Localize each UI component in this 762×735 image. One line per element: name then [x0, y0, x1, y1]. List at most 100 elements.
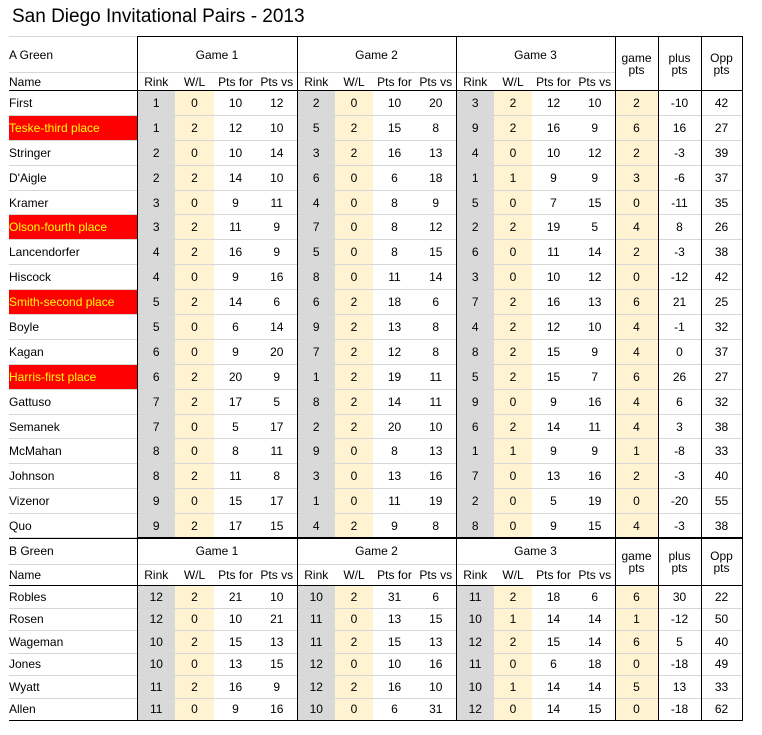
pts-vs-cell: 13 — [416, 438, 457, 464]
opp-pts-cell: 37 — [701, 338, 743, 365]
wl-cell: 0 — [494, 139, 532, 166]
pts-vs-cell: 11 — [575, 413, 616, 439]
game-pts-header: game pts — [615, 537, 659, 586]
pts-for-cell: 18 — [532, 585, 575, 608]
pts-for-cell: 5 — [532, 488, 575, 514]
a-green-table: A Green Game 1 Game 2 Game 3 game pts plus pts O… — [9, 36, 743, 540]
pts-vs-cell: 15 — [575, 697, 616, 721]
plus-pts-header: plus pts — [658, 537, 702, 586]
table-row: Boyle 5 0 6 14 9 2 13 8 4 2 12 10 4 -1 32 — [9, 314, 743, 340]
pts-for-cell: 11 — [373, 488, 416, 514]
rink-cell: 4 — [455, 139, 494, 166]
rink-cell: 10 — [296, 697, 335, 721]
player-name: Quo — [9, 513, 138, 540]
table-row: Kramer 3 0 9 11 4 0 8 9 5 0 7 15 0 -11 35 — [9, 189, 743, 215]
header-line: game — [621, 548, 652, 563]
pts-vs-cell: 8 — [416, 114, 457, 141]
pts-for-cell: 5 — [214, 413, 257, 439]
table-row: Teske-third place 1 2 12 10 5 2 15 8 9 2 16 9 6 16 27 — [9, 114, 743, 141]
wl-cell: 0 — [335, 164, 373, 191]
wl-cell: 2 — [494, 585, 532, 608]
pts-for-cell: 13 — [373, 463, 416, 489]
header-line: game — [621, 50, 652, 65]
pts-vs-cell: 21 — [257, 607, 298, 631]
pts-vs-cell: 9 — [257, 363, 298, 390]
wl-cell: 2 — [494, 214, 532, 240]
pts-vs-cell: 15 — [416, 239, 457, 265]
pts-vs-cell: 9 — [257, 239, 298, 265]
plus-pts-cell: -6 — [658, 164, 702, 191]
pts-vs-cell: 12 — [575, 264, 616, 290]
rink-cell: 11 — [455, 652, 494, 676]
pts-for-cell: 9 — [373, 513, 416, 540]
rink-cell: 2 — [455, 214, 494, 240]
pts-vs-cell: 16 — [575, 463, 616, 489]
table-row: Quo 9 2 17 15 4 2 9 8 8 0 9 15 4 -3 38 — [9, 513, 743, 540]
rink-cell: 8 — [296, 388, 335, 415]
pts-vs-cell: 5 — [575, 214, 616, 240]
wl-cell: 2 — [175, 585, 214, 608]
wl-cell: 0 — [335, 189, 373, 215]
player-name: Jones — [9, 652, 138, 676]
wl-cell: 2 — [175, 114, 214, 141]
rink-cell: 8 — [455, 338, 494, 365]
rink-cell: 3 — [136, 189, 175, 215]
rink-cell: 6 — [296, 164, 335, 191]
pts-vs-cell: 16 — [257, 697, 298, 721]
rink-cell: 1 — [296, 363, 335, 390]
pts-vs-cell: 9 — [257, 675, 298, 698]
pts-vs-cell: 14 — [416, 264, 457, 290]
pts-vs-cell: 12 — [575, 139, 616, 166]
rink-cell: 2 — [136, 164, 175, 191]
pts-for-cell: 17 — [214, 513, 257, 540]
column-header: Pts vs — [416, 72, 457, 91]
rink-cell: 6 — [136, 338, 175, 365]
rink-cell: 12 — [296, 652, 335, 676]
rink-cell: 2 — [136, 139, 175, 166]
wl-cell: 2 — [335, 630, 373, 653]
game-header: Game 1 — [136, 537, 298, 565]
rink-cell: 3 — [136, 214, 175, 240]
pts-for-cell: 15 — [532, 630, 575, 653]
rink-cell: 9 — [136, 488, 175, 514]
pts-vs-cell: 17 — [257, 413, 298, 439]
table-row: First 1 0 10 12 2 0 10 20 3 2 12 10 2 -10 42 — [9, 90, 743, 116]
pts-vs-cell: 15 — [575, 513, 616, 540]
pts-for-cell: 14 — [214, 289, 257, 315]
pts-for-cell: 16 — [373, 675, 416, 698]
table-row: Jones 10 0 13 15 12 0 10 16 11 0 6 18 0 -18 49 — [9, 652, 743, 676]
pts-for-cell: 14 — [373, 388, 416, 415]
pts-for-cell: 16 — [214, 675, 257, 698]
pts-vs-cell: 9 — [575, 338, 616, 365]
table-row: Robles 12 2 21 10 10 2 31 6 11 2 18 6 6 30 22 — [9, 585, 743, 608]
rink-cell: 5 — [136, 289, 175, 315]
pts-for-cell: 9 — [214, 264, 257, 290]
rink-cell: 8 — [455, 513, 494, 540]
opp-pts-cell: 38 — [701, 413, 743, 439]
pts-vs-cell: 10 — [257, 585, 298, 608]
column-header: Pts vs — [257, 72, 298, 91]
wl-cell: 0 — [494, 463, 532, 489]
table-row: D'Aigle 2 2 14 10 6 0 6 18 1 1 9 9 3 -6 37 — [9, 164, 743, 191]
pts-for-cell: 6 — [373, 164, 416, 191]
pts-for-cell: 10 — [214, 90, 257, 116]
wl-cell: 0 — [494, 388, 532, 415]
pts-for-cell: 17 — [214, 388, 257, 415]
column-header: Pts for — [214, 72, 257, 91]
column-header: W/L — [175, 564, 214, 586]
pts-vs-cell: 10 — [575, 90, 616, 116]
pts-for-cell: 19 — [373, 363, 416, 390]
column-header: Rink — [455, 564, 494, 586]
plus-pts-header: plus pts — [658, 36, 702, 91]
wl-cell: 0 — [494, 488, 532, 514]
pts-for-cell: 12 — [532, 314, 575, 340]
plus-pts-cell: 6 — [658, 388, 702, 415]
rink-cell: 2 — [296, 413, 335, 439]
pts-vs-cell: 19 — [416, 488, 457, 514]
rink-cell: 7 — [136, 388, 175, 415]
plus-pts-cell: -20 — [658, 488, 702, 514]
game-pts-cell: 4 — [615, 314, 659, 340]
pts-vs-cell: 11 — [257, 438, 298, 464]
header-line: pts — [628, 560, 645, 575]
player-name: Kramer — [9, 189, 138, 215]
